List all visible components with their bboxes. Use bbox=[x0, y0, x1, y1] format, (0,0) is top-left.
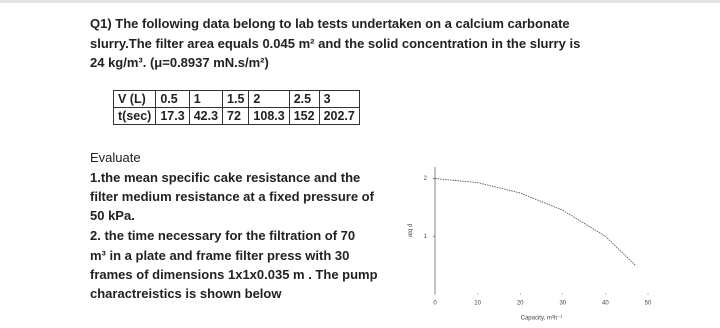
y-axis-label: p bar bbox=[406, 224, 412, 238]
table-cell: t(sec) bbox=[112, 107, 157, 125]
x-tick-label: 50 bbox=[645, 301, 652, 307]
evaluate-line: frames of dimensions 1x1x0.035 m . The p… bbox=[90, 267, 378, 282]
evaluate-line: 50 kPa. bbox=[90, 208, 135, 223]
question-line: 24 kg/m³. (μ=0.8937 mN.s/m²) bbox=[90, 55, 269, 70]
pump-curve bbox=[434, 178, 636, 266]
question-line: slurry.The filter area equals 0.045 m² a… bbox=[90, 36, 581, 51]
table-cell: 72 bbox=[222, 107, 250, 125]
table-cell: V (L) bbox=[112, 90, 157, 108]
table-row: V (L) 0.5 1 1.5 2 2.5 3 bbox=[112, 90, 360, 108]
table-cell: 108.3 bbox=[248, 107, 290, 125]
evaluate-line: m³ in a plate and frame filter press wit… bbox=[90, 248, 350, 263]
evaluate-line: 2. the time necessary for the filtration… bbox=[90, 228, 356, 243]
x-tick-label: 10 bbox=[474, 301, 481, 307]
x-tick-label: 30 bbox=[559, 301, 566, 307]
x-tick-label: 20 bbox=[517, 301, 524, 307]
table-cell: 17.3 bbox=[155, 107, 190, 125]
table-cell: 202.7 bbox=[318, 107, 360, 125]
data-table: V (L) 0.5 1 1.5 2 2.5 3 t(sec) 17.3 42.3 72 108.3 15… bbox=[112, 90, 360, 125]
table-row: t(sec) 17.3 42.3 72 108.3 152 202.7 bbox=[112, 107, 360, 125]
y-tick-label: 1 bbox=[424, 234, 428, 240]
evaluate-line: charactreistics is shown below bbox=[90, 286, 282, 301]
top-rule bbox=[0, 0, 720, 3]
question-line: Q1) The following data belong to lab tes… bbox=[90, 16, 570, 31]
y-tick-label: 2 bbox=[424, 176, 428, 182]
evaluate-line: filter medium resistance at a fixed pres… bbox=[90, 189, 374, 204]
evaluate-heading: Evaluate bbox=[90, 150, 141, 165]
evaluate-line: 1.the mean specific cake resistance and … bbox=[90, 170, 361, 185]
table-cell: 2.5 bbox=[288, 90, 320, 108]
x-axis-label: Capacity, m³h⁻¹ bbox=[521, 316, 563, 322]
x-tick-label: 40 bbox=[602, 301, 609, 307]
x-tick-label: 0 bbox=[433, 301, 437, 307]
table-cell: 42.3 bbox=[188, 107, 224, 125]
